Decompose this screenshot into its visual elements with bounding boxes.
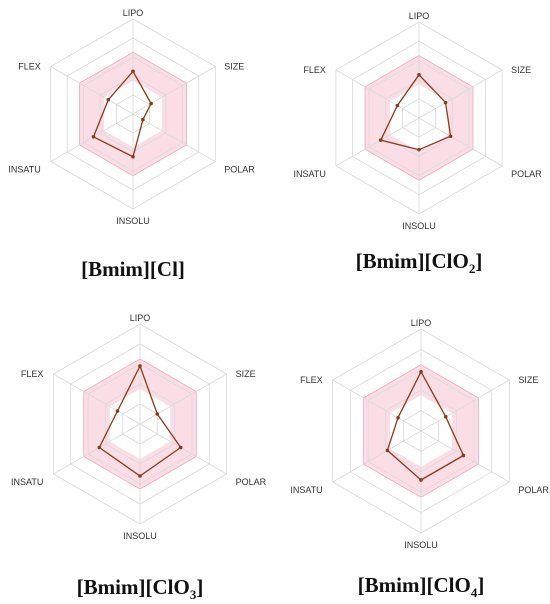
data-point-lipo	[131, 69, 135, 74]
data-point-insolu	[138, 474, 142, 478]
axis-spoke	[50, 113, 134, 162]
data-point-size	[443, 414, 448, 419]
axis-label-flex: FLEX	[303, 65, 326, 75]
axis-label-flex: FLEX	[18, 62, 41, 72]
chart-title: [Bmim][ClO3]	[77, 575, 204, 602]
axis-label-insolu: INSOLU	[116, 216, 150, 226]
data-point-insatu	[91, 135, 96, 139]
axis-spoke	[420, 379, 510, 432]
axis-spoke	[132, 113, 216, 162]
data-point-flex	[106, 97, 111, 102]
axis-spoke	[418, 69, 503, 119]
axis-label-insatu: INSATU	[11, 477, 43, 487]
axis-label-lipo: LIPO	[409, 11, 430, 21]
axis-label-lipo: LIPO	[411, 318, 432, 328]
axis-spoke	[53, 373, 141, 425]
axis-label-lipo: LIPO	[123, 8, 144, 18]
axis-spoke	[139, 373, 227, 425]
data-point-lipo	[419, 370, 423, 374]
axis-label-polar: POLAR	[518, 485, 549, 495]
data-point-size	[149, 101, 153, 106]
axis-label-polar: POLAR	[511, 169, 542, 179]
axis-label-flex: FLEX	[300, 375, 323, 385]
axis-label-insolu: INSOLU	[404, 540, 438, 550]
axis-label-insatu: INSATU	[8, 165, 40, 175]
axis-spoke	[418, 117, 503, 167]
axis-spoke	[335, 69, 420, 119]
data-point-lipo	[138, 364, 142, 368]
data-point-polar	[461, 453, 466, 458]
radar-chart-3: LIPO SIZE POLAR INSOLU INSATU FLEX [Bmim][ClO3…	[11, 313, 267, 602]
data-point-insolu	[131, 154, 135, 159]
axis-label-polar: POLAR	[224, 165, 255, 175]
axis-label-polar: POLAR	[236, 477, 267, 487]
axis-spoke	[335, 117, 420, 167]
axis-spoke	[332, 379, 422, 432]
data-point-insatu	[385, 448, 390, 453]
axis-label-size: SIZE	[518, 375, 538, 385]
radar-chart-2: LIPO SIZE POLAR INSOLU INSATU FLEX [Bmim][ClO2…	[294, 11, 543, 276]
axis-spoke	[332, 430, 422, 483]
data-point-flex	[115, 409, 120, 413]
chart-title: [Bmim][ClO4]	[358, 573, 485, 600]
optimal-range-band	[364, 55, 474, 181]
data-point-polar	[141, 117, 145, 122]
data-point-insatu	[97, 445, 102, 450]
axis-label-lipo: LIPO	[130, 313, 151, 323]
axis-label-insolu: INSOLU	[402, 221, 436, 231]
data-point-polar	[448, 134, 453, 139]
axis-spoke	[139, 423, 227, 475]
data-point-insolu	[417, 147, 421, 152]
axis-label-size: SIZE	[511, 65, 531, 75]
axis-label-insolu: INSOLU	[123, 531, 157, 541]
data-point-insolu	[419, 478, 423, 482]
data-point-insatu	[378, 138, 383, 142]
radar-chart-4: LIPO SIZE POLAR INSOLU INSATU FLEX [Bmim][ClO4…	[290, 318, 549, 600]
axis-label-size: SIZE	[224, 62, 244, 72]
axis-spoke	[132, 66, 216, 115]
data-point-polar	[178, 445, 183, 450]
axis-label-size: SIZE	[236, 369, 256, 379]
data-point-lipo	[417, 73, 421, 77]
data-point-flex	[395, 103, 400, 108]
axis-spoke	[420, 430, 510, 483]
axis-label-insatu: INSATU	[290, 485, 322, 495]
optimal-range-band	[79, 52, 187, 176]
axis-spoke	[53, 423, 141, 475]
radar-chart-1: LIPO SIZE POLAR INSOLU INSATU FLEX [Bmim][Cl]	[8, 8, 255, 281]
axis-label-flex: FLEX	[21, 369, 44, 379]
axis-label-insatu: INSATU	[294, 169, 326, 179]
axis-spoke	[50, 66, 134, 115]
chart-title: [Bmim][ClO2]	[356, 249, 483, 276]
chart-title: [Bmim][Cl]	[81, 257, 185, 281]
data-point-size	[443, 100, 448, 105]
data-point-size	[155, 412, 160, 416]
data-point-flex	[396, 415, 400, 420]
